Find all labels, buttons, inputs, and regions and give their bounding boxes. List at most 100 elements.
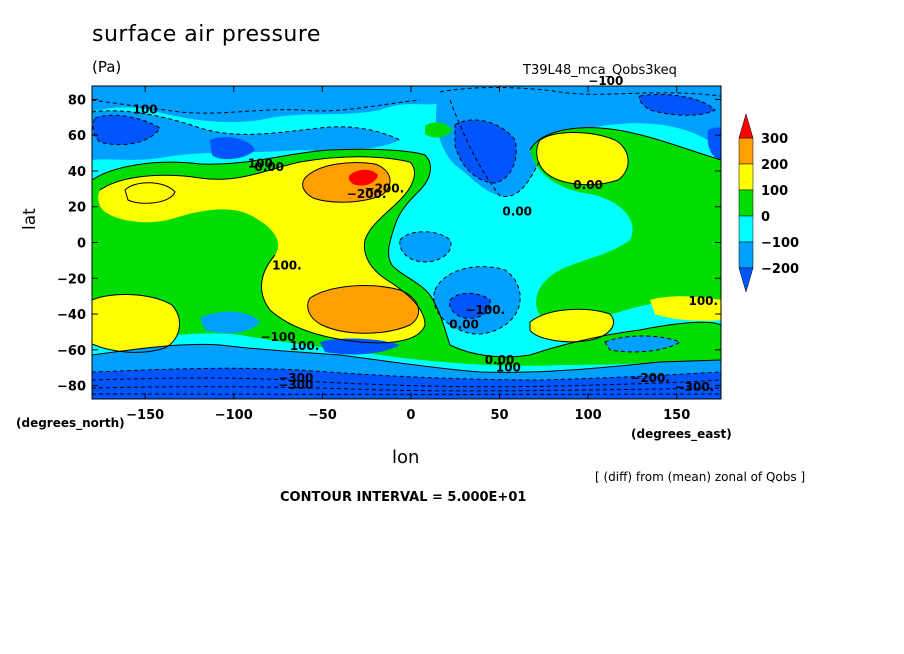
contour-line bbox=[124, 182, 176, 204]
colorbar: 300 200 100 0 −100 −200 bbox=[738, 113, 799, 293]
band-yellow-sw bbox=[92, 294, 180, 353]
contour-line bbox=[604, 335, 682, 353]
filled-contours bbox=[92, 86, 721, 399]
band-sw-low bbox=[200, 311, 260, 334]
x-tick-label: −50 bbox=[308, 408, 337, 423]
contour-label: 0.00 bbox=[254, 160, 284, 174]
band-ne-low-3 bbox=[639, 94, 715, 116]
band-red-peak bbox=[348, 169, 378, 186]
contour-label: 100 bbox=[248, 156, 273, 170]
contour-label: 100 bbox=[496, 360, 521, 374]
y-axis-units: (degrees_north) bbox=[16, 416, 125, 430]
contour-line bbox=[529, 127, 721, 161]
contour-label: −300 bbox=[278, 371, 313, 385]
band-yellow-ne bbox=[536, 132, 629, 185]
colorbar-label: 200 bbox=[761, 158, 788, 173]
contour-line bbox=[92, 110, 401, 141]
contour-label: 100. bbox=[272, 258, 302, 272]
y-tick-label: −80 bbox=[57, 380, 86, 395]
contour-line bbox=[399, 231, 452, 263]
colorbar-label: 100 bbox=[761, 184, 788, 199]
band-north-low-3 bbox=[93, 115, 160, 145]
y-axis-ticks: 80 60 40 20 0 −20 −40 −60 −80 bbox=[57, 93, 721, 395]
y-tick-label: 0 bbox=[77, 237, 86, 252]
x-axis-units: (degrees_east) bbox=[631, 427, 732, 441]
y-tick-label: −20 bbox=[57, 272, 86, 287]
colorbar-label: 300 bbox=[761, 132, 788, 147]
contour-interval: CONTOUR INTERVAL = 5.000E+01 bbox=[280, 490, 527, 505]
contour-line bbox=[449, 99, 541, 197]
contour-label: −100 bbox=[260, 330, 295, 344]
diff-note: [ (diff) from (mean) zonal of Qobs ] bbox=[595, 470, 806, 484]
contour-label: 0.00 bbox=[485, 353, 515, 367]
contour-line bbox=[92, 114, 161, 146]
band-yellow-e bbox=[650, 296, 721, 321]
contour-line bbox=[92, 343, 721, 373]
contour-line bbox=[449, 292, 491, 319]
contour-line bbox=[529, 308, 615, 343]
band-orange-south bbox=[307, 285, 419, 334]
x-tick-label: 0 bbox=[406, 408, 415, 423]
band-se-low bbox=[605, 336, 680, 352]
contour-line bbox=[439, 87, 721, 97]
colorbar-label: −100 bbox=[761, 236, 799, 251]
contour-label: 0.00 bbox=[449, 317, 479, 331]
contour-label: −200. bbox=[630, 371, 670, 385]
band-north-low-4 bbox=[210, 137, 255, 160]
y-tick-label: 80 bbox=[68, 93, 86, 108]
chart-units: (Pa) bbox=[92, 58, 122, 76]
contour-line bbox=[92, 386, 721, 392]
y-tick-label: −60 bbox=[57, 344, 86, 359]
contour-line bbox=[307, 285, 420, 334]
contour-label: 100. bbox=[688, 294, 718, 308]
band-green-islet bbox=[425, 122, 452, 138]
contour-line bbox=[536, 132, 629, 186]
contour-line bbox=[638, 94, 716, 116]
x-axis-ticks: −150 −100 −50 0 50 100 150 bbox=[126, 86, 690, 423]
x-tick-label: 100 bbox=[575, 408, 602, 423]
contour-line bbox=[302, 162, 391, 203]
colorbar-bottom-arrow bbox=[738, 267, 754, 293]
contour-line bbox=[99, 156, 426, 344]
colorbar-label: 0 bbox=[761, 210, 770, 225]
contour-label: 100. bbox=[290, 339, 320, 353]
chart-title: surface air pressure bbox=[92, 22, 321, 47]
contour-label: 0.00 bbox=[573, 178, 603, 192]
colorbar-segment bbox=[738, 163, 754, 191]
contour-line bbox=[92, 377, 721, 388]
contour-label: −200. bbox=[365, 181, 405, 195]
contour-label: −200. bbox=[347, 187, 387, 201]
y-tick-label: −40 bbox=[57, 308, 86, 323]
x-tick-label: −100 bbox=[215, 408, 253, 423]
contour-line bbox=[92, 367, 721, 381]
band-yellow-se bbox=[530, 309, 614, 342]
band-south-low-2 bbox=[92, 368, 721, 399]
colorbar-segment bbox=[738, 215, 754, 243]
contour-labels: 100−200.0.00100−200.100.−1000.00100.0.00… bbox=[133, 74, 718, 394]
contour-line bbox=[454, 119, 517, 184]
contour-line bbox=[433, 266, 521, 335]
y-tick-label: 20 bbox=[68, 201, 86, 216]
band-mid-low-3 bbox=[449, 293, 491, 319]
colorbar-label: −200 bbox=[761, 262, 799, 277]
y-tick-label: 40 bbox=[68, 165, 86, 180]
x-tick-label: 150 bbox=[663, 408, 690, 423]
band-north-low-2 bbox=[92, 110, 400, 160]
x-tick-label: −150 bbox=[126, 408, 164, 423]
y-tick-label: 60 bbox=[68, 129, 86, 144]
contour-line bbox=[92, 99, 421, 114]
run-id: T39L48_mca_Qobs3keq bbox=[523, 63, 677, 78]
band-ne-low-2 bbox=[455, 120, 517, 183]
band-mid-low bbox=[399, 231, 451, 262]
contour-label: 100 bbox=[133, 103, 158, 117]
x-tick-label: 50 bbox=[490, 408, 508, 423]
colorbar-segment bbox=[738, 189, 754, 217]
contour-line bbox=[92, 294, 180, 353]
x-axis-label: lon bbox=[392, 447, 420, 468]
contour-lines bbox=[92, 127, 721, 373]
contour-label: 0.00 bbox=[502, 205, 532, 219]
contour-label: −300 bbox=[278, 378, 313, 392]
colorbar-segment bbox=[738, 241, 754, 269]
colorbar-segment bbox=[738, 137, 754, 165]
